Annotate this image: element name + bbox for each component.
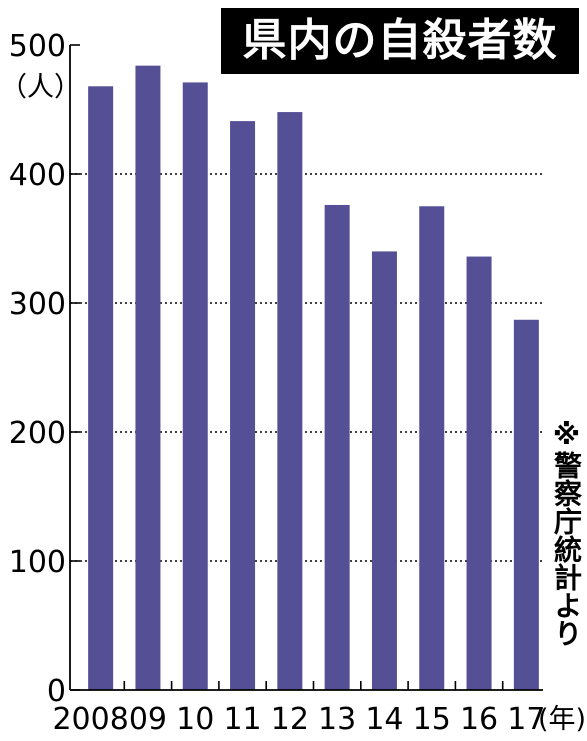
x-tick-labels: 2008 09 10 11 12 13 14 15 16 17(年) <box>52 702 586 737</box>
y-tick-label-200: 200 <box>9 416 66 451</box>
x-tick-label-13: 13 <box>318 702 356 737</box>
x-axis-unit: (年) <box>538 704 586 735</box>
bar-16 <box>466 256 492 690</box>
x-tick-label-14: 14 <box>365 702 403 737</box>
y-tick-label-500: 500 <box>9 29 66 64</box>
bar-13 <box>324 204 350 690</box>
y-tick-label-300: 300 <box>9 287 66 322</box>
source-note: ※警察庁統計より <box>550 418 583 647</box>
chart-title: 県内の自殺者数 <box>221 8 579 74</box>
x-tick-label-16: 16 <box>460 702 498 737</box>
bar-10 <box>182 82 208 690</box>
bar-12 <box>277 112 303 690</box>
bar-14 <box>371 251 397 690</box>
y-tick-label-400: 400 <box>9 158 66 193</box>
bar-17 <box>513 319 539 690</box>
x-tick-label-10: 10 <box>176 702 214 737</box>
x-tick-label-09: 09 <box>129 702 167 737</box>
bar-15 <box>419 206 445 690</box>
x-tick-label-11: 11 <box>223 702 261 737</box>
x-tick-label-15: 15 <box>413 702 451 737</box>
y-tick-label-100: 100 <box>9 545 66 580</box>
x-tick-label-12: 12 <box>271 702 309 737</box>
y-axis-unit: （人） <box>0 72 81 103</box>
axes <box>69 44 543 691</box>
x-tick-label-17: 17 <box>507 702 545 737</box>
x-tick-label-2008: 2008 <box>52 702 128 737</box>
y-tick-label-0: 0 <box>47 674 66 709</box>
bar-11 <box>230 121 256 691</box>
bar-2008 <box>88 86 114 690</box>
bars <box>88 65 539 691</box>
bar-09 <box>135 65 161 690</box>
y-tick-labels: 0 100 200 300 400 500 <box>9 29 66 709</box>
gridlines <box>70 173 543 562</box>
